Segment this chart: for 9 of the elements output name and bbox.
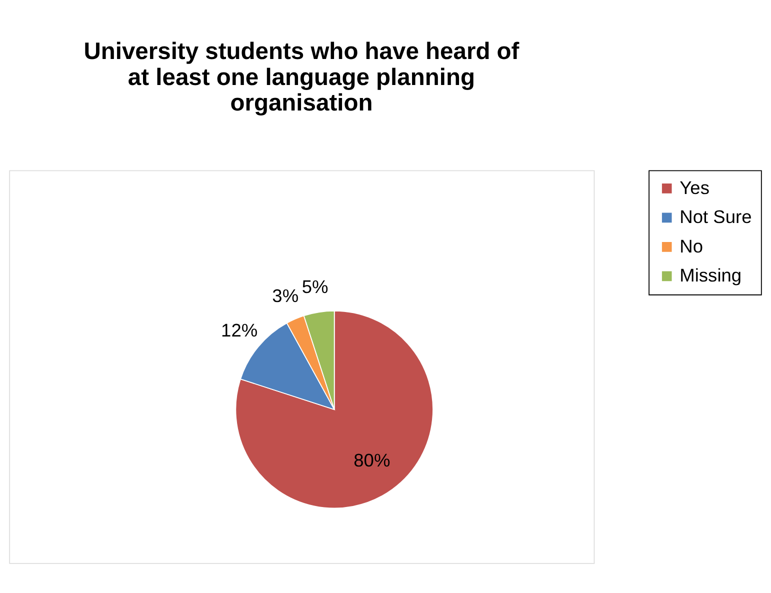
- data-label: 12%: [221, 319, 258, 340]
- legend-label: Yes: [680, 176, 710, 198]
- legend-label: Not Sure: [680, 206, 752, 228]
- data-label: 80%: [354, 450, 390, 471]
- data-label: 3%: [272, 284, 299, 306]
- chart-title: University students who have heard of at least one language planning organisation: [84, 38, 520, 116]
- data-label: 5%: [302, 276, 328, 298]
- legend-label: No: [680, 235, 704, 256]
- legend-label: Missing: [680, 264, 742, 286]
